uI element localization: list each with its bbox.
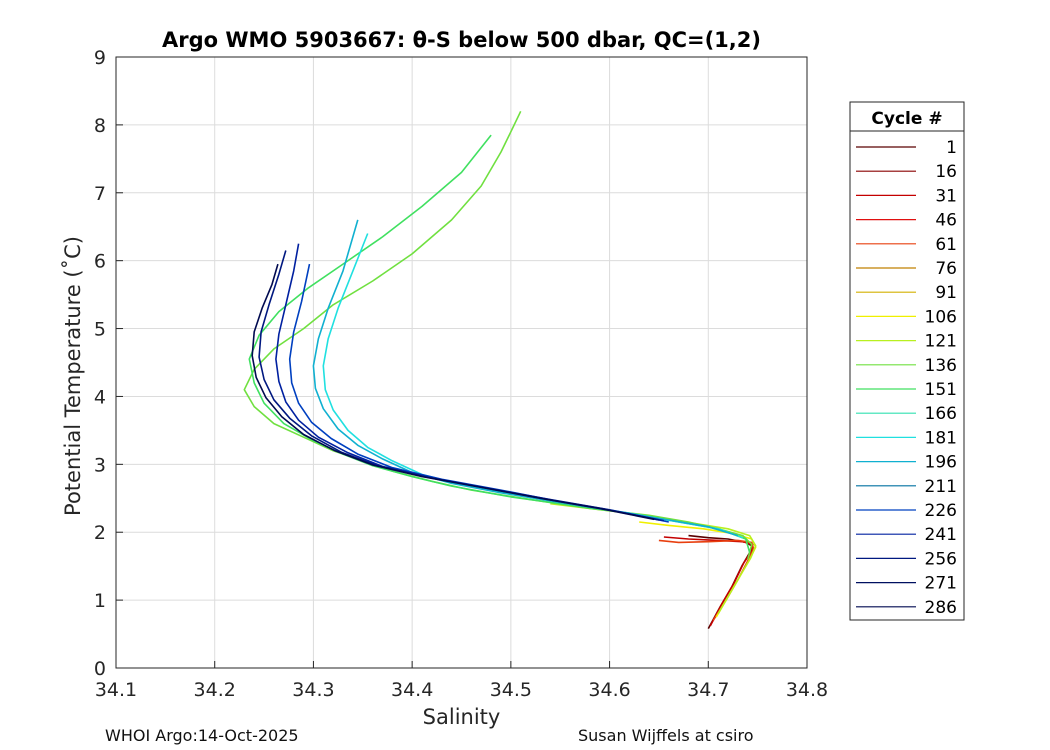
series-layer bbox=[243, 110, 757, 629]
y-tick-label: 9 bbox=[94, 47, 106, 69]
x-tick-label: 34.3 bbox=[292, 679, 334, 701]
legend-entry-label: 256 bbox=[925, 549, 957, 569]
y-axis-label: Potential Temperature (˚C) bbox=[61, 236, 85, 516]
x-tick-label: 34.4 bbox=[391, 679, 433, 701]
legend-entry-label: 76 bbox=[935, 259, 957, 279]
legend-entry-label: 286 bbox=[925, 598, 957, 618]
y-tick-label: 3 bbox=[94, 454, 106, 476]
legend-entry-label: 1 bbox=[946, 138, 957, 158]
y-tick-label: 5 bbox=[94, 319, 106, 341]
y-tick-label: 1 bbox=[94, 590, 106, 612]
x-tick-label: 34.2 bbox=[194, 679, 236, 701]
legend-entry-label: 196 bbox=[925, 453, 957, 473]
plot-area bbox=[116, 57, 807, 668]
legend-entry-label: 271 bbox=[925, 574, 957, 594]
legend-entry-label: 16 bbox=[935, 162, 957, 182]
legend-entry-label: 91 bbox=[935, 283, 957, 303]
footer-right-credit: Susan Wijffels at csiro bbox=[578, 726, 754, 745]
x-tick-label: 34.8 bbox=[786, 679, 828, 701]
footer-left-credit: WHOI Argo:14-Oct-2025 bbox=[105, 726, 299, 745]
legend-entry-label: 61 bbox=[935, 235, 957, 255]
legend-entry-label: 151 bbox=[925, 380, 957, 400]
legend-title: Cycle # bbox=[871, 109, 942, 129]
series-line bbox=[663, 536, 754, 627]
legend-entry-label: 211 bbox=[925, 477, 957, 497]
y-tick-label: 0 bbox=[94, 658, 106, 680]
y-tick-label: 8 bbox=[94, 115, 106, 137]
legend-entry-label: 121 bbox=[925, 332, 957, 352]
x-tick-label: 34.1 bbox=[95, 679, 137, 701]
plot-frame bbox=[115, 56, 808, 669]
axis-ticks: 34.1 34.2 34.3 34.4 34.5 34.6 34.7 34.8 0 1 2 3 4 5 6 7… bbox=[94, 47, 828, 701]
legend-entries: 1 16 31 46 61 76 91 106 121 136 151 166 181 196 211 226… bbox=[856, 138, 957, 618]
y-tick-label: 2 bbox=[94, 522, 106, 544]
legend-entry-label: 136 bbox=[925, 356, 957, 376]
x-axis-label: Salinity bbox=[423, 705, 501, 729]
y-tick-label: 7 bbox=[94, 183, 106, 205]
x-tick-label: 34.5 bbox=[490, 679, 532, 701]
x-tick-label: 34.7 bbox=[687, 679, 729, 701]
legend-entry-label: 31 bbox=[935, 186, 957, 206]
legend: Cycle # 11631466176911061211361511661811… bbox=[849, 101, 965, 621]
series-line bbox=[243, 110, 753, 560]
y-tick-label: 6 bbox=[94, 251, 106, 273]
legend-entry-label: 181 bbox=[925, 428, 957, 448]
legend-entry-label: 46 bbox=[935, 211, 957, 231]
legend-entry-label: 166 bbox=[925, 404, 957, 424]
chart-title: Argo WMO 5903667: θ-S below 500 dbar, QC… bbox=[162, 28, 761, 52]
y-tick-label: 4 bbox=[94, 386, 106, 408]
legend-entry-label: 106 bbox=[925, 307, 957, 327]
legend-entry-label: 241 bbox=[925, 525, 957, 545]
series-line bbox=[251, 263, 655, 521]
legend-entry-label: 226 bbox=[925, 501, 957, 521]
x-tick-label: 34.6 bbox=[588, 679, 630, 701]
